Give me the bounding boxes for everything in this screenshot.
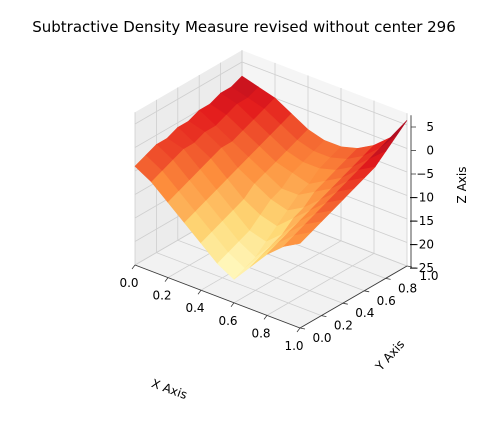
x-axis-label: X Axis [150, 376, 189, 402]
y-tick-mark [342, 302, 348, 305]
y-axis-line [299, 265, 408, 329]
z-tick-label: −15 [409, 214, 434, 228]
z-tick-label: −20 [409, 238, 434, 252]
surface-patch [282, 232, 312, 247]
z-tick-label: −25 [409, 261, 434, 275]
y-tick-label: 0.2 [334, 319, 353, 333]
x-tick-label: 0.2 [152, 289, 171, 303]
y-tick-label: 0.6 [377, 294, 396, 308]
y-tick-mark [321, 315, 327, 317]
y-tick-label: 1.0 [419, 269, 438, 283]
z-axis-label: Z Axis [455, 167, 469, 204]
surface [134, 75, 408, 280]
y-tick-label: 0.4 [355, 306, 374, 320]
z-grid-line [134, 61, 408, 126]
tick-labels: 0.00.20.40.60.81.00.00.20.40.60.81.050−5… [119, 120, 438, 353]
z-tick-label: 5 [426, 120, 434, 134]
z-tick-label: 0 [426, 144, 434, 158]
y-tick-label: 0.8 [398, 281, 417, 295]
x-tick-mark [131, 264, 136, 270]
x-tick-label: 1.0 [284, 339, 303, 353]
x-axis-line [134, 264, 301, 329]
x-tick-label: 0.8 [251, 326, 270, 340]
y-axis-label: Y Axis [372, 337, 407, 374]
x-tick-label: 0.0 [119, 276, 138, 290]
x-tick-mark [296, 327, 301, 333]
y-tick-mark [406, 265, 413, 268]
x-tick-label: 0.6 [218, 314, 237, 328]
x-tick-mark [263, 315, 268, 320]
x-tick-mark [164, 277, 169, 282]
z-tick-label: −5 [416, 167, 434, 181]
axis-lines [131, 115, 416, 333]
chart-title: Subtractive Density Measure revised with… [32, 18, 456, 36]
x-tick-label: 0.4 [185, 301, 204, 315]
y-tick-mark [299, 327, 306, 330]
z-tick-label: −10 [409, 191, 434, 205]
y-tick-label: 0.0 [312, 331, 331, 345]
x-tick-mark [197, 289, 202, 295]
y-tick-mark [364, 290, 370, 293]
y-tick-mark [385, 278, 391, 280]
x-tick-mark [230, 302, 235, 308]
